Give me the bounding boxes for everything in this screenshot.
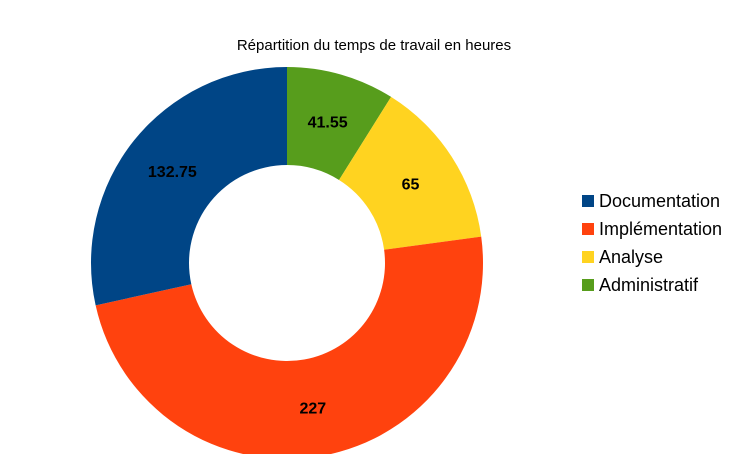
legend-swatch bbox=[582, 251, 594, 263]
chart-legend: Documentation Implémentation Analyse Admini… bbox=[582, 187, 722, 299]
legend-label: Documentation bbox=[599, 190, 721, 211]
data-label-documentation: 132.75 bbox=[148, 164, 197, 181]
legend-swatch bbox=[582, 223, 594, 235]
data-label-impl-mentation: 227 bbox=[299, 401, 326, 418]
legend-swatch bbox=[582, 195, 594, 207]
legend-item: Documentation bbox=[582, 187, 722, 215]
legend-item: Administratif bbox=[582, 271, 722, 299]
slice-administratif bbox=[287, 67, 392, 180]
legend-item: Implémentation bbox=[582, 215, 722, 243]
legend-label: Administratif bbox=[599, 274, 699, 295]
legend-item: Analyse bbox=[582, 243, 722, 271]
slice-documentation bbox=[90, 67, 287, 306]
legend-label: Analyse bbox=[599, 246, 664, 267]
donut-slices bbox=[90, 67, 483, 454]
legend-label: Implémentation bbox=[599, 218, 723, 239]
slice-impl-mentation bbox=[95, 236, 483, 454]
chart-title: Répartition du temps de travail en heure… bbox=[237, 37, 511, 54]
data-label-analyse: 65 bbox=[402, 176, 420, 193]
data-label-administratif: 41.55 bbox=[308, 115, 348, 132]
data-labels: 41.55 65 227 132.75 bbox=[148, 115, 420, 418]
legend-swatch bbox=[582, 279, 594, 291]
slice-analyse bbox=[339, 96, 482, 250]
